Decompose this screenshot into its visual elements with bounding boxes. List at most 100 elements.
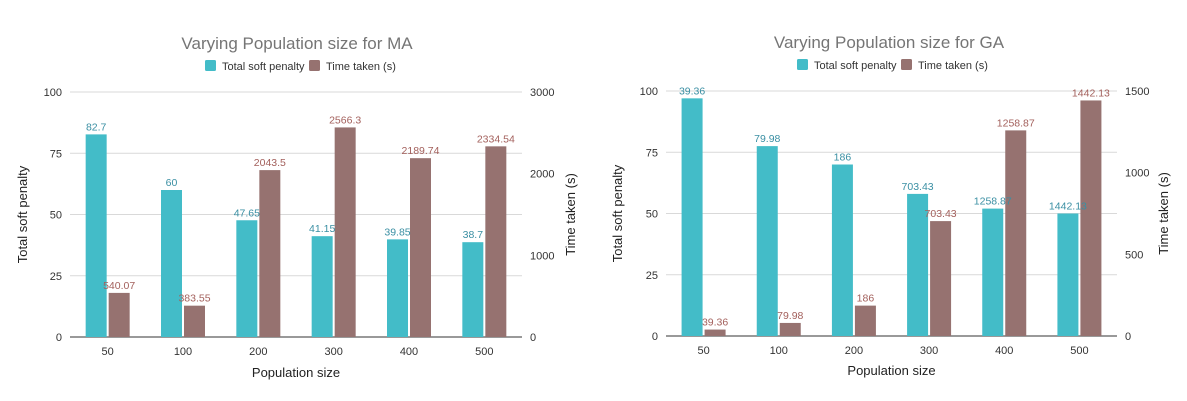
legend-label-soft-penalty: Total soft penalty xyxy=(814,60,897,72)
bar-time-taken xyxy=(410,158,431,337)
data-label-soft-penalty: 703.43 xyxy=(902,181,934,193)
y-tick-label: 75 xyxy=(646,147,658,159)
bar-soft-penalty xyxy=(236,220,258,337)
y-tick-label: 0 xyxy=(56,332,62,344)
bar-time-taken xyxy=(1080,100,1102,336)
x-tick-label: 200 xyxy=(249,346,267,358)
y2-tick-label: 1000 xyxy=(1125,168,1149,180)
x-axis-title: Population size xyxy=(847,363,935,378)
bar-time-taken xyxy=(485,146,507,337)
y-axis-title: Total soft penalty xyxy=(15,165,30,263)
bar-time-taken xyxy=(184,305,205,337)
y2-tick-label: 500 xyxy=(1125,249,1143,261)
x-tick-label: 50 xyxy=(697,345,709,357)
chart-title: Varying Population size for GA xyxy=(774,33,1005,52)
bar-soft-penalty xyxy=(907,193,929,336)
data-label-soft-penalty: 186 xyxy=(834,152,852,164)
y2-tick-label: 1500 xyxy=(1125,86,1149,98)
bar-time-taken xyxy=(779,322,801,336)
x-tick-label: 300 xyxy=(920,345,938,357)
data-label-soft-penalty: 1442.13 xyxy=(1049,201,1087,213)
data-label-soft-penalty: 79.98 xyxy=(754,133,780,145)
data-label-soft-penalty: 39.36 xyxy=(679,85,705,97)
y2-tick-label: 0 xyxy=(1125,331,1131,343)
chart-body: Varying Population size for GA Total soft… xyxy=(610,33,1171,378)
data-label-soft-penalty: 82.7 xyxy=(86,121,107,133)
y-tick-label: 0 xyxy=(652,331,658,343)
bar-soft-penalty xyxy=(1057,213,1079,336)
bar-soft-penalty xyxy=(161,190,182,337)
chart-body: Varying Population size for MA Total soft… xyxy=(15,34,578,380)
data-label-time-taken: 2334.54 xyxy=(477,133,515,145)
bar-soft-penalty xyxy=(462,242,484,337)
y2-tick-label: 2000 xyxy=(530,169,554,181)
data-label-time-taken: 703.43 xyxy=(925,208,957,220)
y-axis-title: Total soft penalty xyxy=(610,164,625,262)
bar-soft-penalty xyxy=(387,239,408,337)
data-label-soft-penalty: 47.65 xyxy=(234,207,260,219)
legend-label-soft-penalty: Total soft penalty xyxy=(222,61,305,73)
bar-time-taken xyxy=(334,127,356,338)
x-tick-label: 400 xyxy=(995,345,1013,357)
data-label-time-taken: 39.36 xyxy=(702,317,728,329)
y-tick-label: 75 xyxy=(50,148,62,160)
y-tick-label: 25 xyxy=(50,271,62,283)
bar-soft-penalty xyxy=(85,134,107,337)
data-label-time-taken: 1442.13 xyxy=(1072,87,1110,99)
y2-tick-label: 3000 xyxy=(530,87,554,99)
y2-tick-label: 0 xyxy=(530,332,536,344)
data-label-soft-penalty: 41.15 xyxy=(309,223,335,235)
legend: Total soft penalty Time taken (s) xyxy=(205,60,396,73)
y-tick-label: 100 xyxy=(640,86,658,98)
data-label-time-taken: 2189.74 xyxy=(402,145,440,157)
x-tick-label: 400 xyxy=(400,346,418,358)
data-label-soft-penalty: 38.7 xyxy=(463,229,484,241)
bar-time-taken xyxy=(1005,130,1027,336)
x-tick-label: 500 xyxy=(1070,345,1088,357)
y-tick-label: 50 xyxy=(50,210,62,222)
data-label-time-taken: 383.55 xyxy=(178,293,210,305)
data-label-time-taken: 186 xyxy=(857,293,875,305)
legend: Total soft penalty Time taken (s) xyxy=(797,59,988,72)
x-tick-label: 50 xyxy=(102,346,114,358)
bar-soft-penalty xyxy=(311,236,333,337)
bar-soft-penalty xyxy=(681,98,703,336)
data-label-time-taken: 79.98 xyxy=(777,310,803,322)
x-axis-title: Population size xyxy=(252,365,340,380)
y-tick-label: 100 xyxy=(44,87,62,99)
data-label-soft-penalty: 60 xyxy=(166,177,178,189)
x-tick-label: 100 xyxy=(174,346,192,358)
x-tick-label: 500 xyxy=(475,346,493,358)
bar-time-taken xyxy=(704,329,726,336)
bar-time-taken xyxy=(854,305,876,336)
y2-tick-label: 1000 xyxy=(530,250,554,262)
y2-axis-title: Time taken (s) xyxy=(1156,172,1171,255)
y-tick-label: 25 xyxy=(646,270,658,282)
data-label-soft-penalty: 39.85 xyxy=(384,226,410,238)
data-label-time-taken: 2566.3 xyxy=(329,114,361,126)
bar-soft-penalty xyxy=(982,208,1004,336)
y2-axis-title: Time taken (s) xyxy=(563,173,578,256)
legend-swatch-soft-penalty xyxy=(205,60,216,71)
data-label-time-taken: 1258.87 xyxy=(997,117,1035,129)
legend-label-time-taken: Time taken (s) xyxy=(918,60,988,72)
bar-soft-penalty xyxy=(756,146,778,336)
data-label-time-taken: 540.07 xyxy=(103,280,135,292)
bar-soft-penalty xyxy=(831,164,853,336)
chart-title: Varying Population size for MA xyxy=(181,34,413,53)
legend-swatch-time-taken xyxy=(309,60,320,71)
data-label-time-taken: 2043.5 xyxy=(254,157,286,169)
y-tick-label: 50 xyxy=(646,209,658,221)
x-tick-label: 300 xyxy=(324,346,342,358)
legend-label-time-taken: Time taken (s) xyxy=(326,61,396,73)
bar-time-taken xyxy=(930,221,952,336)
x-tick-label: 200 xyxy=(845,345,863,357)
x-tick-label: 100 xyxy=(770,345,788,357)
legend-swatch-time-taken xyxy=(901,59,912,70)
data-label-soft-penalty: 1258.87 xyxy=(974,196,1012,208)
bar-time-taken xyxy=(259,170,281,337)
legend-swatch-soft-penalty xyxy=(797,59,808,70)
chart-ga: Varying Population size for GA Total soft… xyxy=(610,33,1171,378)
bar-time-taken xyxy=(108,292,130,337)
